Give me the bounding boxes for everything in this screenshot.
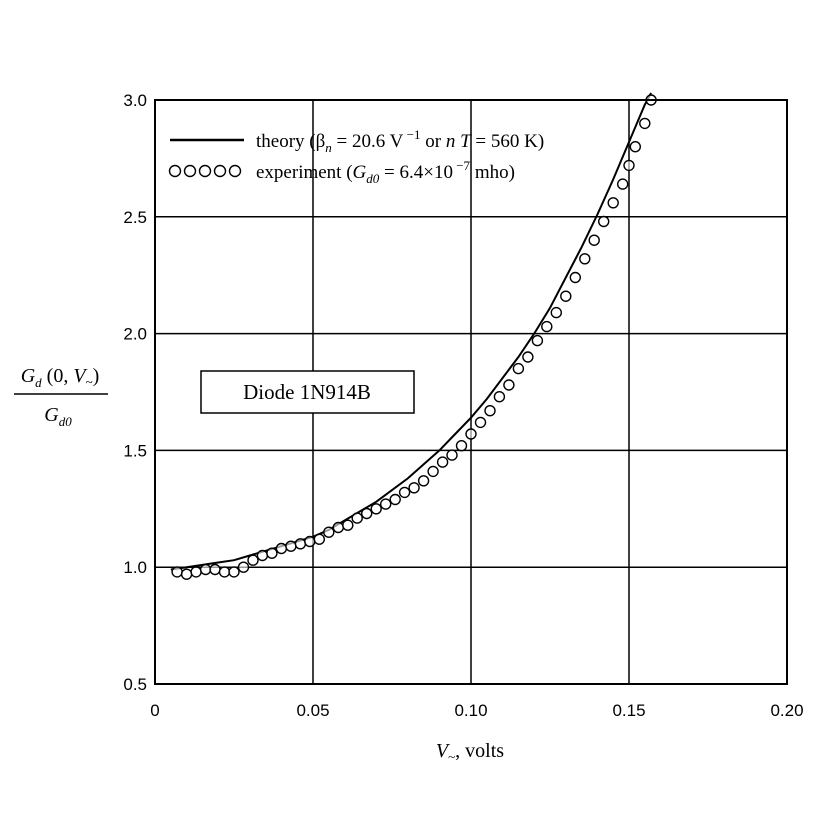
y-axis-ticks: 0.5 1.0 1.5 2.0 2.5 3.0 — [123, 91, 147, 694]
experiment-point — [503, 379, 515, 391]
experiment-point — [180, 568, 193, 580]
experiment-point — [446, 449, 458, 461]
experiment-point — [304, 535, 316, 548]
experiment-point — [617, 178, 629, 190]
experiment-point — [455, 440, 468, 452]
experiment-point — [493, 391, 506, 403]
legend-experiment-label: experiment (Gd0 = 6.4×10 −7 mho) — [256, 158, 515, 186]
legend: theory (βn = 20.6 V −1 or n T = 560 K) e… — [168, 127, 544, 186]
experiment-point — [313, 533, 325, 545]
experiment-point — [598, 215, 610, 228]
experiment-point — [427, 465, 439, 478]
experiment-point — [639, 117, 651, 130]
experiment-point — [275, 542, 288, 555]
experiment-point — [398, 486, 411, 499]
legend-circle — [183, 164, 197, 178]
experiment-series — [171, 94, 657, 580]
annotation-frame — [200, 370, 415, 414]
experiment-point — [294, 538, 307, 550]
y-tick-label: 2.0 — [123, 325, 147, 344]
y-tick-label: 3.0 — [123, 91, 147, 110]
experiment-point — [190, 566, 202, 578]
experiment-point — [361, 507, 373, 520]
experiment-point — [218, 566, 231, 578]
y-tick-label: 1.0 — [123, 558, 147, 577]
x-tick-label: 0.10 — [454, 701, 487, 720]
x-axis-label: V~, volts — [436, 740, 504, 764]
legend-circle — [198, 164, 212, 178]
experiment-point — [171, 566, 183, 578]
experiment-point — [579, 253, 591, 265]
experiment-point — [531, 334, 544, 347]
y-tick-label: 1.5 — [123, 441, 147, 460]
annotation-text: Diode 1N914B — [243, 380, 371, 404]
plot-frame — [154, 99, 788, 685]
experiment-point — [209, 563, 221, 576]
legend-circle-markers — [168, 164, 242, 178]
experiment-point — [522, 351, 534, 363]
experiment-point — [436, 456, 449, 468]
experiment-point — [465, 428, 477, 440]
x-tick-label: 0.15 — [612, 701, 645, 720]
experiment-point — [484, 405, 496, 417]
y-label-denominator: Gd0 — [44, 404, 72, 429]
experiment-point — [199, 563, 212, 576]
x-tick-label: 0 — [150, 701, 159, 720]
y-axis-label: Gd (0, V~) Gd0 — [14, 365, 108, 429]
experiment-point — [323, 526, 335, 538]
experiment-point — [550, 306, 562, 319]
experiment-point — [351, 512, 363, 524]
experiment-point — [247, 554, 259, 566]
y-label-numerator: Gd (0, V~) — [21, 365, 100, 390]
x-tick-label: 0.20 — [770, 701, 803, 720]
experiment-point — [408, 482, 420, 494]
experiment-point — [512, 362, 525, 375]
experiment-point — [266, 547, 278, 559]
experiment-point — [380, 498, 392, 510]
y-tick-label: 2.5 — [123, 208, 147, 227]
experiment-point — [342, 519, 354, 531]
annotation-box: Diode 1N914B — [200, 370, 415, 414]
gridlines — [155, 100, 787, 684]
experiment-point — [569, 271, 581, 284]
experiment-point — [588, 234, 600, 246]
legend-circle — [228, 164, 242, 178]
experiment-point — [237, 561, 250, 573]
legend-circle — [213, 164, 227, 178]
experiment-point — [474, 416, 487, 429]
experiment-point — [285, 540, 297, 552]
experiment-point — [560, 290, 572, 302]
experiment-point — [389, 493, 401, 506]
experiment-point — [629, 140, 641, 153]
y-tick-label: 0.5 — [123, 675, 147, 694]
experiment-point — [607, 197, 619, 209]
experiment-point — [370, 503, 382, 515]
experiment-point — [623, 159, 635, 172]
experiment-point — [332, 521, 344, 534]
legend-theory-label: theory (βn = 20.6 V −1 or n T = 560 K) — [256, 127, 544, 155]
experiment-point — [256, 549, 269, 562]
legend-circle — [168, 164, 182, 178]
experiment-point — [541, 320, 553, 333]
experiment-point — [228, 566, 240, 578]
experiment-point — [417, 475, 430, 487]
x-tick-label: 0.05 — [296, 701, 329, 720]
x-axis-ticks: 0 0.05 0.10 0.15 0.20 — [150, 701, 803, 720]
